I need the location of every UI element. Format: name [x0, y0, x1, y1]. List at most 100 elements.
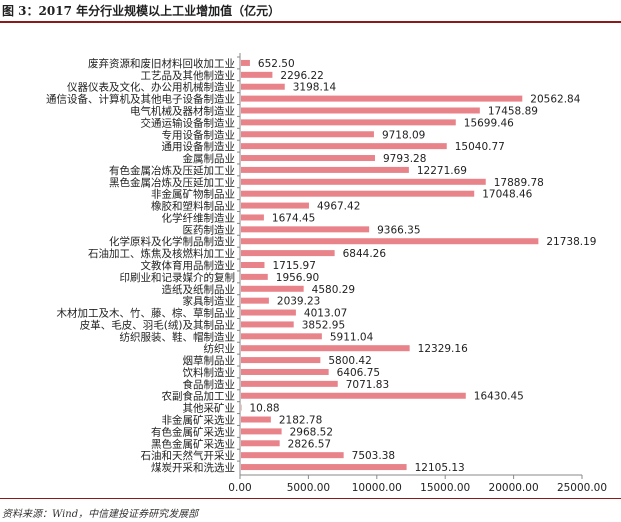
bar	[241, 416, 271, 423]
bar	[241, 166, 409, 173]
category-label: 废弃资源和废旧材料回收加工业	[88, 57, 235, 70]
category-label: 仪器仪表及文化、办公用机械制造业	[67, 81, 235, 94]
source-note: 资料来源：Wind，中信建投证券研究发展部	[2, 509, 199, 520]
category-label: 食品制造业	[183, 378, 236, 391]
data-label: 652.50	[258, 58, 295, 70]
category-label: 专用设备制造业	[162, 128, 236, 141]
bar	[241, 321, 294, 328]
category-label: 非金属矿采选业	[162, 414, 236, 427]
bar	[241, 155, 375, 162]
category-label: 纺织业	[204, 342, 236, 355]
x-tick-label: 10000.00	[352, 482, 402, 494]
data-label: 1956.90	[276, 272, 319, 284]
data-label: 2296.22	[280, 70, 323, 82]
bar	[241, 440, 280, 447]
data-label: 2039.23	[277, 296, 320, 308]
bar	[241, 202, 309, 209]
title-divider	[0, 21, 621, 23]
data-label: 2182.78	[279, 415, 322, 427]
data-label: 17458.89	[488, 105, 538, 117]
data-label: 10.88	[250, 403, 280, 415]
bar	[241, 392, 466, 399]
x-tick-label: 5000.00	[287, 482, 330, 494]
bar	[241, 297, 269, 304]
data-label: 9793.28	[383, 153, 426, 165]
bar	[241, 262, 265, 268]
data-label: 3852.95	[302, 319, 345, 331]
bar	[241, 464, 407, 471]
data-label: 12105.13	[415, 462, 465, 474]
bar	[241, 190, 475, 197]
category-label: 医药制造业	[183, 223, 236, 236]
category-label: 印刷业和记录媒介的复制	[120, 271, 236, 284]
bar	[241, 238, 539, 245]
x-tick-label: 0.00	[228, 482, 251, 494]
bar	[241, 131, 374, 138]
data-label: 20562.84	[530, 94, 580, 106]
bar	[241, 214, 264, 221]
bar	[241, 380, 338, 387]
category-label: 皮革、毛皮、羽毛(绒)及其制品业	[80, 318, 235, 331]
category-label: 石油加工、炼焦及核燃料加工业	[88, 247, 235, 260]
bar	[241, 452, 344, 459]
bar	[241, 178, 486, 185]
bar	[241, 309, 296, 316]
category-label: 通信设备、计算机及其他电子设备制造业	[46, 93, 235, 106]
bar	[241, 95, 523, 102]
data-label: 12271.69	[417, 165, 467, 177]
category-label: 化学纤维制造业	[162, 211, 236, 224]
category-label: 其他采矿业	[183, 402, 236, 415]
bar	[241, 71, 273, 78]
bar	[241, 404, 242, 411]
data-label: 7071.83	[346, 379, 389, 391]
x-tick-label: 25000.00	[557, 482, 607, 494]
category-label: 造纸及纸制品业	[162, 283, 236, 296]
data-label: 3198.14	[293, 82, 337, 94]
bar	[241, 119, 456, 126]
data-label: 4967.42	[317, 201, 360, 213]
category-label: 烟草制品业	[183, 354, 236, 367]
data-label: 9366.35	[377, 224, 420, 236]
category-label: 木材加工及木、竹、藤、棕、草制品业	[57, 307, 236, 320]
data-label: 15040.77	[455, 141, 505, 153]
category-label: 电气机械及器材制造业	[130, 104, 235, 117]
data-label: 17889.78	[494, 177, 544, 189]
category-label: 交通运输设备制造业	[141, 116, 236, 129]
category-label: 家具制造业	[183, 295, 236, 308]
bar	[241, 107, 480, 114]
category-label: 通用设备制造业	[162, 140, 236, 153]
bar	[241, 83, 285, 90]
bar	[241, 250, 335, 257]
category-label: 黑色金属矿采选业	[151, 437, 235, 450]
category-label: 橡胶和塑料制品业	[151, 200, 235, 213]
data-label: 5911.04	[330, 331, 374, 343]
category-label: 黑色金属冶炼及压延加工业	[109, 176, 235, 189]
data-label: 2968.52	[290, 426, 333, 438]
category-label: 化学原料及化学制品制造业	[109, 235, 235, 248]
data-label: 17048.46	[482, 189, 532, 201]
data-label: 6406.75	[337, 367, 380, 379]
bar	[241, 226, 370, 233]
data-label: 15699.46	[464, 117, 514, 129]
category-label: 非金属矿物制品业	[151, 188, 235, 201]
data-label: 5800.42	[328, 355, 371, 367]
data-label: 2826.57	[288, 438, 331, 450]
data-label: 4580.29	[312, 284, 355, 296]
category-label: 饮料制造业	[183, 366, 236, 379]
data-label: 21738.19	[546, 236, 596, 248]
bar	[241, 285, 304, 292]
data-label: 7503.38	[352, 450, 395, 462]
category-label: 农副食品加工业	[162, 390, 236, 403]
category-label: 金属制品业	[183, 152, 236, 165]
data-label: 6844.26	[343, 248, 387, 260]
bar	[241, 345, 410, 352]
category-label: 有色金属冶炼及压延加工业	[109, 164, 235, 177]
bar	[241, 357, 321, 364]
x-tick-label: 20000.00	[489, 482, 539, 494]
category-label: 煤炭开采和洗选业	[151, 461, 235, 474]
bar	[241, 273, 268, 280]
bar	[241, 333, 322, 340]
bar	[241, 428, 282, 435]
page-title: 图 3：2017 年分行业规模以上工业增加值（亿元）	[2, 4, 281, 18]
